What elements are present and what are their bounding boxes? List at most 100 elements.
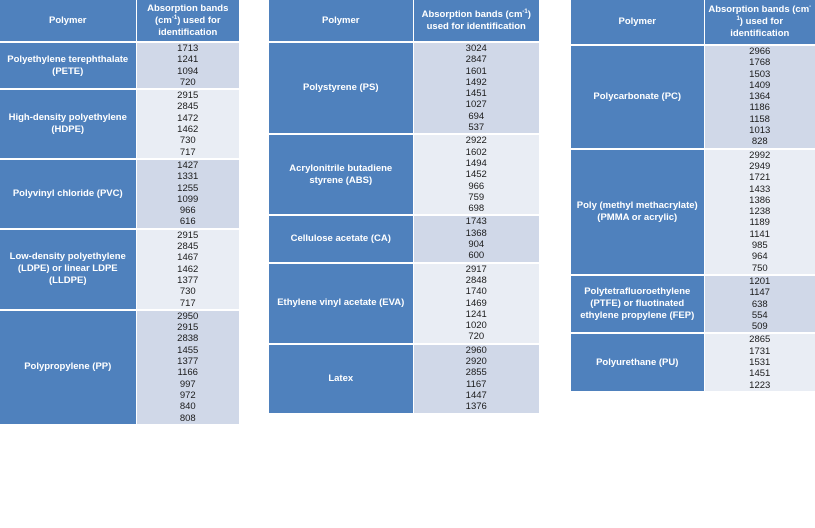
band-value: 616	[179, 216, 196, 228]
band-value: 1376	[465, 401, 487, 413]
band-value: 2950	[177, 310, 199, 322]
band-value: 840	[179, 401, 196, 413]
band-value: 1731	[749, 345, 771, 357]
absorption-bands: 1743 1368 904 600	[413, 215, 539, 264]
band-value: 997	[179, 378, 196, 390]
band-value: 1158	[749, 113, 770, 125]
table-row: Polycarbonate (PC) 2966 1768 1503 1409 1364 11…	[571, 45, 815, 150]
band-value: 638	[751, 298, 768, 310]
table-row: Polyethylene terephthalate (PETE) 1713 124…	[0, 42, 239, 91]
band-value: 1743	[465, 216, 487, 228]
polymer-name: Polyurethane (PU)	[571, 333, 705, 393]
table-row: Cellulose acetate (CA) 1743 1368 904 600	[269, 215, 539, 264]
band-value: 904	[468, 239, 485, 251]
band-value: 1740	[465, 286, 487, 298]
polymer-name: Polycarbonate (PC)	[571, 45, 705, 150]
header-absorption: Absorption bands (cm-1) used for identif…	[413, 0, 539, 43]
band-value: 1141	[749, 228, 770, 240]
polymer-name: Polyethylene terephthalate (PETE)	[0, 42, 137, 91]
band-value: 1602	[465, 146, 487, 158]
band-value: 1503	[749, 68, 771, 80]
absorption-bands: 2960 2920 2855 1167 1447 1376	[413, 343, 539, 415]
band-value: 1020	[465, 320, 487, 332]
band-value: 985	[751, 240, 768, 252]
band-value: 2915	[177, 90, 199, 102]
band-value: 694	[468, 110, 485, 122]
polymer-name: Polypropylene (PP)	[0, 309, 137, 426]
absorption-bands: 3024 2847 1601 1492 1451 1027 694 537	[413, 42, 539, 136]
band-value: 2960	[465, 344, 487, 356]
polymer-name: Cellulose acetate (CA)	[269, 215, 414, 264]
polymer-name: Latex	[269, 343, 414, 415]
band-value: 2855	[465, 367, 487, 379]
band-value: 2838	[177, 333, 199, 345]
band-value: 1255	[177, 182, 199, 194]
band-value: 1094	[177, 65, 199, 77]
band-value: 1492	[465, 76, 487, 88]
band-value: 1462	[177, 124, 199, 136]
band-value: 1462	[177, 263, 199, 275]
band-value: 1721	[749, 172, 771, 184]
band-value: 1377	[177, 274, 199, 286]
polymer-name: Acrylonitrile butadiene styrene (ABS)	[269, 134, 414, 217]
table-row: Polyvinyl chloride (PVC) 1427 1331 1255 1099…	[0, 158, 239, 230]
band-value: 1013	[749, 125, 771, 137]
band-value: 964	[751, 251, 768, 263]
polymer-name: Poly (methyl methacrylate) (PMMA or acry…	[571, 148, 705, 276]
polymer-name: Ethylene vinyl acetate (EVA)	[269, 262, 414, 345]
band-value: 1241	[465, 308, 487, 320]
table-row: Polytetrafluoroethylene (PTFE) or fluoti…	[571, 274, 815, 335]
table-row: Polystyrene (PS) 3024 2847 1601 1492 1451 1027…	[269, 42, 539, 136]
band-value: 966	[468, 180, 485, 192]
band-value: 2992	[749, 149, 771, 161]
band-value: 1472	[177, 112, 199, 124]
band-value: 972	[179, 389, 196, 401]
band-value: 1409	[749, 79, 771, 91]
band-value: 2949	[749, 160, 771, 172]
band-value: 1386	[749, 194, 771, 206]
polymer-name: Low-density polyethylene (LDPE) or linea…	[0, 228, 137, 311]
band-value: 2922	[465, 135, 487, 147]
band-value: 1027	[465, 99, 487, 111]
band-value: 1433	[749, 183, 771, 195]
band-value: 1455	[177, 344, 199, 356]
band-value: 2845	[177, 241, 199, 253]
band-value: 1452	[465, 169, 487, 181]
polymer-name: Polystyrene (PS)	[269, 42, 414, 136]
absorption-bands: 1427 1331 1255 1099 966 616	[136, 158, 239, 230]
band-value: 1167	[466, 378, 487, 390]
absorption-bands: 2950 2915 2838 1455 1377 1166 997 972 840 808	[136, 309, 239, 426]
polymer-name: Polytetrafluoroethylene (PTFE) or fluoti…	[571, 274, 705, 335]
absorption-bands: 2915 2845 1467 1462 1377 730 717	[136, 228, 239, 311]
band-value: 750	[751, 262, 768, 274]
band-value: 1447	[465, 389, 487, 401]
table-row: Poly (methyl methacrylate) (PMMA or acry…	[571, 148, 815, 276]
table-row: Ethylene vinyl acetate (EVA) 2917 2848 1740…	[269, 262, 539, 345]
band-value: 2966	[749, 46, 771, 57]
band-value: 1601	[465, 65, 487, 77]
band-value: 1713	[177, 43, 199, 54]
band-value: 2920	[465, 356, 487, 368]
band-value: 2847	[465, 54, 487, 66]
band-value: 1238	[749, 206, 771, 218]
absorption-bands: 2992 2949 1721 1433 1386 1238 1189 1141 985 964 75…	[704, 148, 815, 276]
absorption-bands: 1713 1241 1094 720	[136, 42, 239, 91]
band-value: 2915	[177, 229, 199, 241]
band-value: 808	[179, 412, 196, 424]
band-value: 1451	[465, 88, 487, 100]
band-value: 1469	[465, 297, 487, 309]
header-polymer: Polymer	[0, 0, 137, 43]
table-1: Polymer Absorption bands (cm-1) used for…	[0, 0, 239, 426]
band-value: 2917	[465, 263, 487, 275]
band-value: 3024	[465, 43, 487, 54]
absorption-bands: 2865 1731 1531 1451 1223	[704, 333, 815, 393]
table-row: Latex 2960 2920 2855 1167 1447 1376	[269, 343, 539, 415]
band-value: 1331	[177, 171, 199, 183]
band-value: 720	[179, 76, 196, 88]
table-row: Polypropylene (PP) 2950 2915 2838 1455 1377 11…	[0, 309, 239, 426]
band-value: 1531	[749, 357, 771, 369]
table-row: High-density polyethylene (HDPE) 2915 2845…	[0, 89, 239, 160]
band-value: 1467	[177, 252, 199, 264]
band-value: 717	[179, 297, 196, 309]
